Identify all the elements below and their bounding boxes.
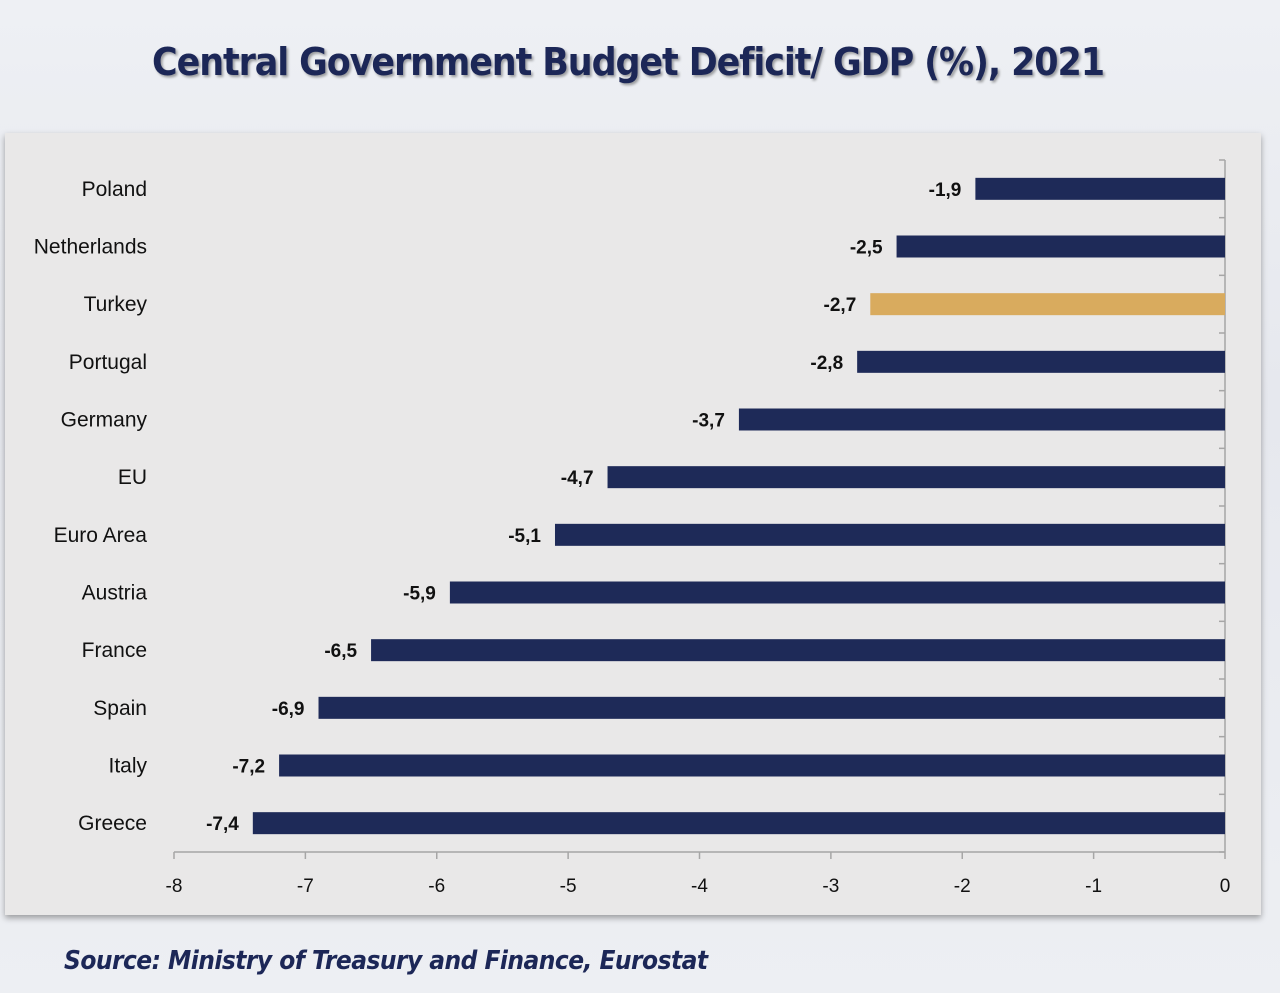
bar-turkey <box>870 293 1225 316</box>
data-label: -5,9 <box>403 584 436 605</box>
x-tick-label: -7 <box>297 876 314 897</box>
bars <box>252 177 1226 835</box>
bar-greece <box>252 812 1225 835</box>
category-label: Turkey <box>84 293 148 316</box>
data-label: -3,7 <box>692 411 725 432</box>
category-label: EU <box>118 466 147 489</box>
bar-france <box>371 639 1225 662</box>
data-label: -1,9 <box>929 180 962 201</box>
x-tick-label: -1 <box>1085 876 1102 897</box>
category-label: Netherlands <box>34 236 147 259</box>
axes <box>173 159 1226 859</box>
bar-germany <box>738 408 1225 431</box>
x-tick-label: 0 <box>1220 876 1231 897</box>
category-label: Poland <box>82 178 147 201</box>
labels: -8 -7 -6 -5 -4 -3 -2 -1 0 Poland -1,9 Netherlands -2… <box>34 178 1231 897</box>
category-label: Spain <box>93 697 147 720</box>
data-label: -2,7 <box>824 295 857 316</box>
data-label: -6,5 <box>324 641 357 662</box>
source-note: Source: Ministry of Treasury and Finance… <box>64 946 708 976</box>
x-tick-label: -4 <box>691 876 708 897</box>
x-tick-label: -6 <box>428 876 445 897</box>
data-label: -7,2 <box>232 757 265 778</box>
category-label: Greece <box>78 812 147 835</box>
bar-spain <box>318 696 1225 719</box>
data-label: -5,1 <box>508 526 541 547</box>
data-label: -7,4 <box>206 814 239 835</box>
data-label: -2,8 <box>810 353 843 374</box>
category-label: France <box>82 639 147 662</box>
bar-euro-area <box>554 523 1225 546</box>
bar-poland <box>975 177 1225 200</box>
x-tick-label: -5 <box>560 876 577 897</box>
data-label: -2,5 <box>850 238 883 259</box>
x-tick-label: -2 <box>954 876 971 897</box>
data-label: -6,9 <box>272 699 305 720</box>
chart-title: Central Government Budget Deficit/ GDP (… <box>152 40 1105 84</box>
data-label: -4,7 <box>561 468 594 489</box>
category-label: Portugal <box>69 351 147 374</box>
bar-portugal <box>857 350 1225 373</box>
x-tick-label: -3 <box>822 876 839 897</box>
category-label: Austria <box>82 582 148 605</box>
category-label: Germany <box>61 409 148 432</box>
category-label: Euro Area <box>54 524 148 547</box>
bar-eu <box>607 466 1225 489</box>
bar-austria <box>449 581 1225 604</box>
x-tick-label: -8 <box>166 876 183 897</box>
bar-italy <box>279 754 1226 777</box>
category-label: Italy <box>108 755 147 778</box>
bar-netherlands <box>896 235 1225 258</box>
